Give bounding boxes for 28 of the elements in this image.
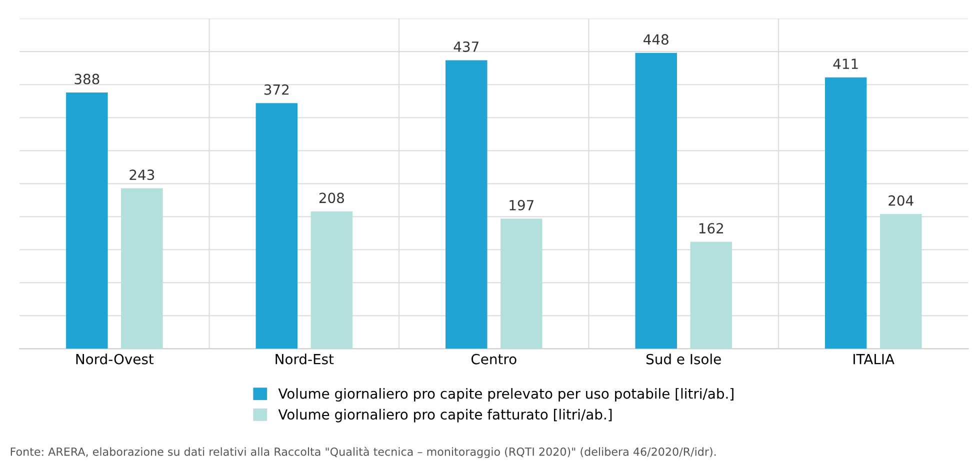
bar (500, 218, 542, 349)
bar (635, 52, 677, 349)
bar (824, 77, 867, 349)
x-tick-label: Centro (471, 354, 516, 364)
data-label: 243 (130, 170, 154, 180)
data-label: 204 (888, 195, 914, 206)
bar (310, 211, 353, 349)
data-label: 388 (74, 74, 100, 84)
x-tick-label: ITALIA (854, 354, 894, 364)
data-label: 197 (510, 200, 534, 210)
data-label: 411 (833, 58, 858, 69)
data-label: 372 (264, 84, 289, 95)
bar (66, 92, 108, 349)
bar (256, 103, 298, 349)
source-note: Fonte: ARERA, elaborazione su dati relativi alla Raccolta "Qualità tecnica – monitoraggio (RQTI 2020)" (delibera 46/2020/R/idr). (10, 446, 716, 458)
x-tick-label: Nord-Est (276, 354, 334, 364)
bar (880, 214, 922, 349)
data-label: 208 (319, 192, 344, 204)
bar (690, 242, 732, 349)
bar (121, 188, 163, 349)
x-tick-label: Sud e Isole (646, 354, 721, 364)
data-label: 162 (699, 223, 723, 234)
x-tick-label: Nord-Ovest (76, 354, 154, 364)
legend-label: Volume giornaliero pro capite prelevato per uso potabile [litri/ab.] (278, 388, 734, 402)
data-label: 448 (644, 34, 668, 45)
legend-label: Volume giornaliero pro capite fatturato [litri/ab.] (278, 408, 612, 422)
data-label: 437 (454, 41, 478, 52)
bar (446, 60, 488, 349)
